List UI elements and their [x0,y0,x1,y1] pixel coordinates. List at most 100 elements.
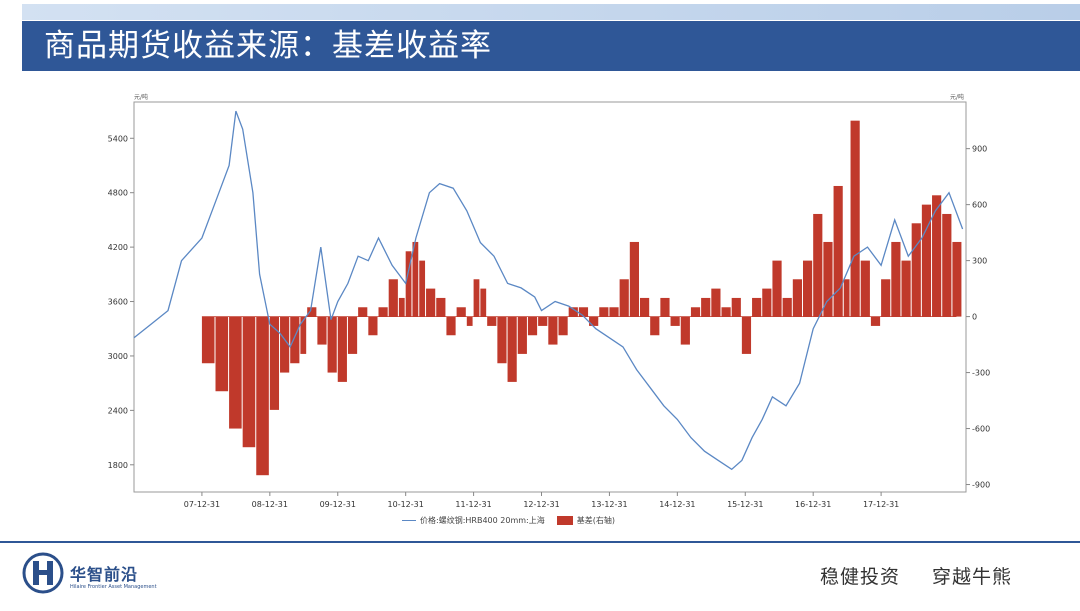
basis-bar [721,307,731,317]
basis-bar [619,279,629,317]
basis-bar [850,120,860,317]
price-line-group [133,110,964,471]
basis-bar [578,307,589,317]
left-axis-tick-label: 5400 [108,134,128,143]
right-axis: -900 -600 -300 0 300 600 900 [966,145,990,490]
basis-bar [480,288,487,317]
basis-bar [802,260,813,317]
logo-chinese-name: 华智前沿 [70,565,139,584]
basis-bar [690,307,701,317]
basis-bar [347,316,358,354]
basis-bar [911,223,921,317]
x-axis-tick-label: 15-12-31 [727,500,763,509]
basis-bar [290,316,300,364]
basis-bar [843,279,850,317]
basis-bar [901,260,911,317]
legend-basis-swatch [556,515,573,525]
chart-legend: 价格:螺纹钢:HRB400 20mm:上海 基差(右轴) [402,512,615,528]
basis-bar [456,307,466,317]
basis-bar [650,316,660,336]
basis-bar [660,297,670,317]
basis-bar [731,297,741,317]
header-accent-strip [22,4,1080,20]
basis-bar [762,288,772,317]
x-axis-tick-label: 17-12-31 [863,500,899,509]
basis-bar [466,316,473,326]
right-axis-tick-label: -300 [972,369,990,378]
right-axis-tick-label: 300 [972,257,987,266]
x-axis-tick-label: 11-12-31 [455,500,491,509]
price-line [133,110,964,471]
basis-bar [701,297,711,317]
basis-bar [497,316,507,364]
basis-bar [548,316,558,345]
x-axis-tick-label: 14-12-31 [659,500,695,509]
basis-bar [568,307,578,317]
left-axis-unit: 元/吨 [134,93,148,101]
basis-bar [473,279,480,317]
left-axis-tick-label: 3000 [108,352,128,361]
basis-bar [538,316,548,326]
basis-bar [229,316,242,429]
page-title: 商品期货收益来源：基差收益率 [44,28,492,64]
basis-bar [446,316,456,336]
basis-bar [823,241,833,317]
x-axis-tick-label: 07-12-31 [184,500,220,509]
basis-bar [870,316,881,326]
basis-bar [405,251,412,317]
basis-bar [487,316,497,326]
basis-bar [358,307,368,317]
x-axis-tick-label: 12-12-31 [523,500,559,509]
left-axis-tick-label: 3600 [108,298,128,307]
basis-bar [782,297,792,317]
basis-bar [300,316,307,354]
x-axis-tick-label: 16-12-31 [795,500,831,509]
basis-bar [419,260,426,317]
left-axis: 1800 2400 3000 3600 4200 4800 5400 [108,134,134,470]
basis-bar [398,297,405,317]
logo-english-name: Hilaire Frontier Asset Management [70,584,157,590]
basis-bar [280,316,290,373]
right-axis-tick-label: -600 [972,425,990,434]
basis-bar [256,316,269,476]
basis-bar [426,288,436,317]
basis-bars [201,120,962,476]
basis-bar [412,241,419,317]
x-axis-tick-label: 09-12-31 [320,500,356,509]
basis-bar [752,297,762,317]
basis-bar [932,195,942,317]
basis-bar [507,316,517,382]
legend-basis-label: 基差(右轴) [576,515,615,525]
basis-bar [517,316,527,354]
basis-bar [368,316,378,336]
x-axis-tick-label: 08-12-31 [252,500,288,509]
basis-bar [558,316,568,336]
basis-bar [527,316,538,336]
basis-bar [327,316,337,373]
basis-bar [891,241,901,317]
basis-bar [792,279,802,317]
legend-price-label: 价格:螺纹钢:HRB400 20mm:上海 [420,515,545,525]
plot-frame [133,101,967,493]
basis-bar [378,307,388,317]
basis-bar [609,307,619,317]
basis-bar [639,297,650,317]
basis-bar [813,213,823,317]
basis-bar [269,316,280,410]
basis-bar [680,316,690,345]
basis-bar [670,316,680,326]
basis-bar [599,307,609,317]
basis-bar [772,260,782,317]
left-axis-tick-label: 1800 [108,461,128,470]
slogan-right: 穿越牛熊 [932,566,1013,588]
x-axis-tick-label: 10-12-31 [388,500,424,509]
basis-bar [942,213,952,317]
basis-bar [201,316,215,364]
company-logo: 华智前沿 Hilaire Frontier Asset Management [22,552,182,600]
basis-bar [881,279,891,317]
title-bar: 商品期货收益来源：基差收益率 [22,21,1080,71]
basis-bar [589,316,599,326]
basis-bar [317,316,327,345]
basis-bar [388,279,398,317]
